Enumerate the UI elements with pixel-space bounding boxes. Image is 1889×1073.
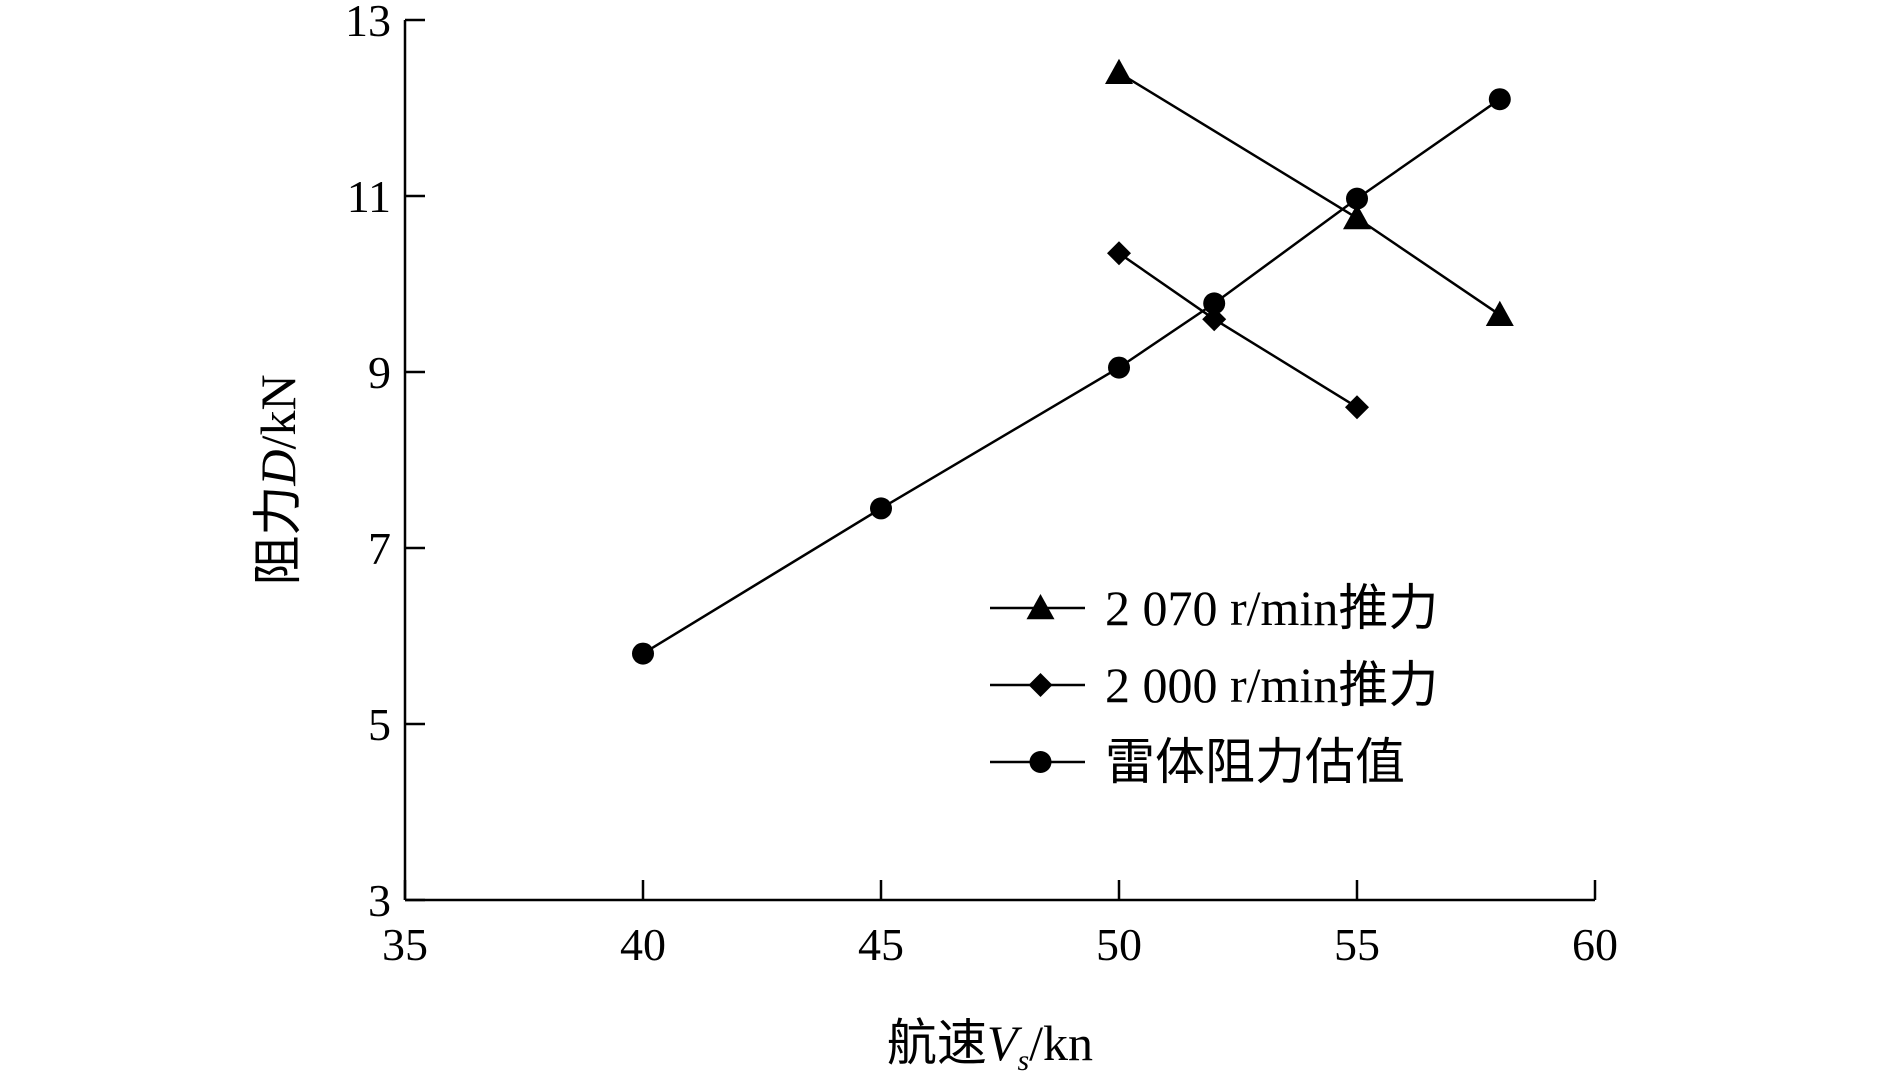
point-1-1: [1202, 307, 1227, 332]
x-tick-label-0: 35: [382, 919, 428, 970]
x-ticks: 35 40 45 50 55 60: [382, 880, 1618, 970]
point-1-0: [1107, 241, 1131, 266]
point-2-4: [1346, 187, 1368, 210]
x-tick-label-2: 45: [858, 919, 904, 970]
series-1: [1107, 241, 1369, 420]
legend-label-1: 2 000 r/min推力: [1105, 657, 1438, 713]
x-axis-title: 航速Vs/kn: [887, 1015, 1093, 1073]
point-2-1: [870, 497, 892, 520]
legend-item-2: 雷体阻力估值: [990, 734, 1405, 790]
legend-item-0: 2 070 r/min推力: [990, 580, 1438, 636]
y-axis-title: 阻力D/kN: [250, 374, 306, 585]
point-2-5: [1488, 88, 1511, 111]
series-2: [632, 88, 1511, 665]
series-group: [632, 58, 1514, 665]
point-0-1: [1343, 204, 1371, 230]
point-2-3: [1203, 292, 1226, 315]
axes: [403, 20, 1595, 902]
legend-label-2: 雷体阻力估值: [1105, 734, 1405, 790]
point-1-2: [1345, 395, 1369, 420]
y-axis-title-main: 阻力: [250, 486, 306, 586]
series-line-2: [642, 98, 1501, 655]
series-0: [1105, 58, 1514, 326]
y-tick-label-1: 5: [368, 699, 391, 750]
y-axis-title-var: D: [250, 449, 306, 486]
x-tick-label-3: 50: [1096, 919, 1142, 970]
point-0-0: [1105, 58, 1133, 84]
x-axis-title-sub: s: [1017, 1044, 1029, 1073]
x-tick-label-5: 60: [1572, 919, 1618, 970]
series-line-1: [1118, 252, 1358, 409]
y-axis-title-unit: /kN: [250, 374, 306, 449]
legend-marker-0: [1026, 594, 1055, 620]
y-tick-label-3: 9: [368, 347, 391, 398]
series-line-0: [1118, 71, 1501, 316]
point-2-0: [632, 642, 654, 665]
legend-marker-2: [1029, 751, 1052, 773]
x-axis-title-unit: /kn: [1029, 1015, 1093, 1071]
x-tick-label-1: 40: [620, 919, 666, 970]
y-ticks: 3 5 7 9 11 13: [345, 0, 425, 926]
legend-label-0: 2 070 r/min推力: [1105, 580, 1438, 636]
y-tick-label-2: 7: [368, 523, 391, 574]
x-tick-label-4: 55: [1334, 919, 1380, 970]
legend-marker-1: [1028, 673, 1053, 697]
y-tick-label-0: 3: [368, 875, 391, 926]
point-2-2: [1108, 356, 1130, 379]
y-tick-label-5: 13: [345, 0, 391, 46]
point-0-2: [1485, 300, 1514, 326]
legend-item-1: 2 000 r/min推力: [990, 657, 1438, 713]
x-axis-title-var: V: [987, 1015, 1023, 1071]
x-axis-title-main: 航速: [887, 1015, 987, 1071]
y-tick-label-4: 11: [347, 171, 391, 222]
